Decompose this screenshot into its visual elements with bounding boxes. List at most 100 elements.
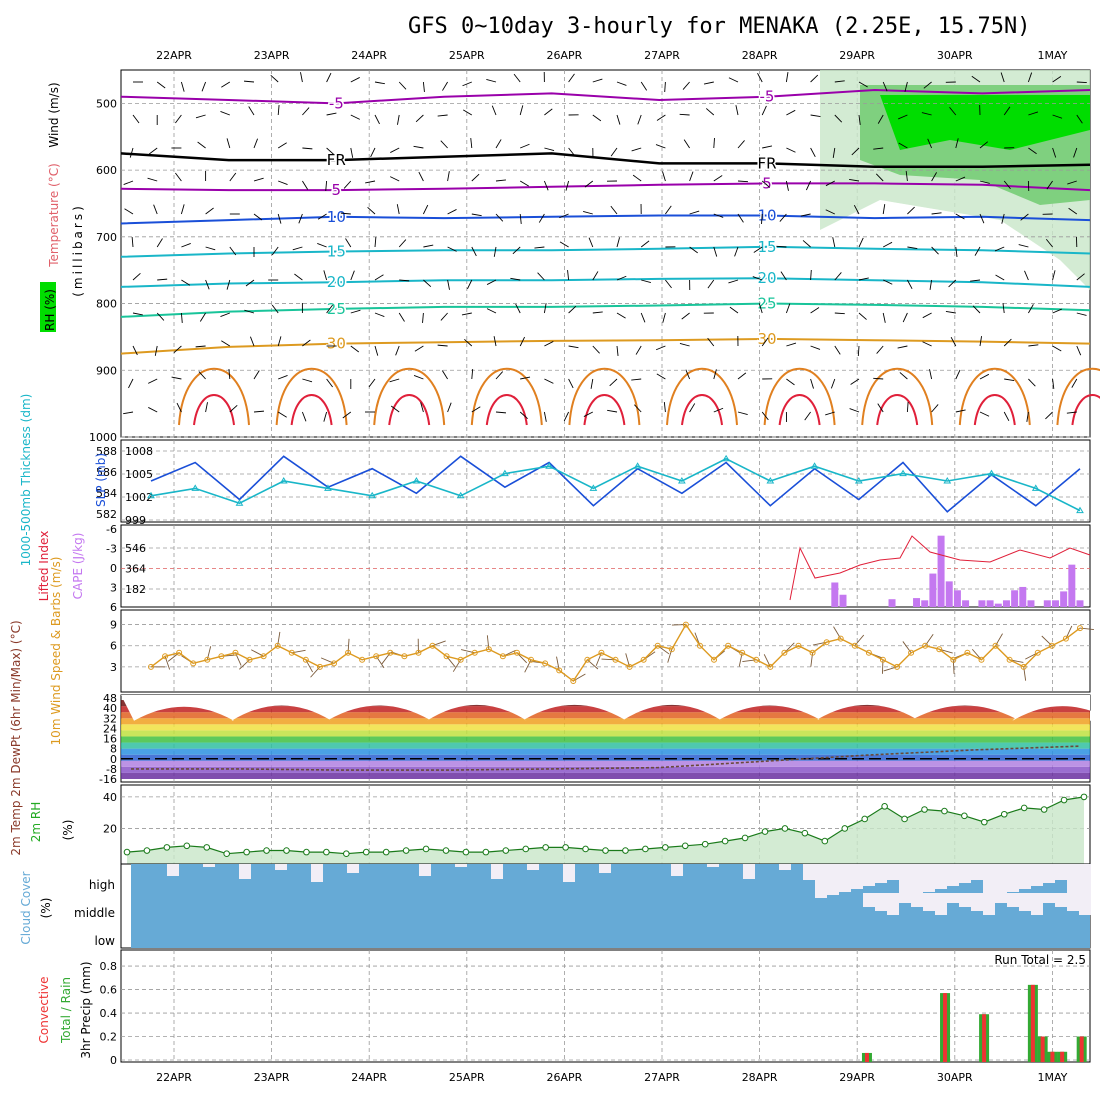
- cape-tick-label: 546: [125, 542, 146, 555]
- rh-marker: [981, 818, 988, 826]
- wind-barb: [519, 180, 530, 187]
- wind-barb: [294, 273, 303, 281]
- rh-marker: [662, 844, 669, 851]
- temp-band: [121, 748, 1090, 755]
- cloud-gap-high: [311, 864, 323, 882]
- wind-barb: [292, 246, 303, 251]
- rh-marker: [402, 847, 410, 854]
- cloud-gap-high: [419, 864, 431, 876]
- rh-marker: [761, 828, 769, 835]
- wind-barb: [1018, 244, 1029, 248]
- wind-barb: [882, 204, 886, 215]
- wind-barb: [467, 279, 473, 290]
- thickness-marker: [766, 477, 775, 484]
- wind-barb: [226, 279, 231, 290]
- wind-speed-marker: [1020, 663, 1027, 670]
- cloud-unit-label: (%): [39, 898, 53, 919]
- wind-barb: [631, 378, 642, 381]
- surface-hot-loop: [1071, 394, 1100, 426]
- pressure-tick-label: 700: [96, 231, 117, 244]
- wind-barb: [662, 171, 666, 182]
- wind-barb: [568, 147, 576, 157]
- precip-convective-bar: [1050, 1051, 1055, 1062]
- thickness-marker: [456, 491, 465, 499]
- wind-speed-marker: [936, 646, 943, 653]
- wind-barb: [543, 411, 547, 422]
- thickness-line: [150, 457, 1081, 512]
- rh-axis-label: RH (%): [43, 289, 57, 331]
- wind-barb: [713, 175, 723, 182]
- temp-tick-label: 40: [103, 702, 117, 715]
- li-tick-label: 3: [110, 582, 117, 595]
- cape-bar: [1060, 591, 1068, 607]
- temperature-axis-label: Temperature (°C): [47, 163, 61, 268]
- wind-barb: [447, 209, 457, 215]
- wind-axis-label: Wind (m/s): [47, 82, 61, 147]
- wind-barb: [520, 143, 530, 149]
- wind-barb: [544, 341, 554, 347]
- wind-barb: [221, 81, 231, 88]
- wind-barb: [495, 213, 504, 222]
- wind-barb: [776, 245, 787, 248]
- wind-barb: [634, 404, 642, 413]
- bottom-date-label: 24APR: [351, 1071, 387, 1084]
- temp-band: [121, 742, 1090, 749]
- wind-barb: [175, 114, 182, 124]
- wind-barb: [495, 371, 504, 380]
- temp-max-mask: [121, 695, 1100, 721]
- surface-hot-loop: [681, 394, 723, 426]
- wind-speed-marker: [485, 646, 492, 653]
- wind-barb: [253, 213, 263, 221]
- rh-marker: [1060, 796, 1068, 804]
- cloud-gap-middle: [887, 893, 899, 915]
- wind-barb: [786, 109, 796, 116]
- wind-barb: [834, 345, 841, 355]
- wind-barb: [786, 342, 797, 347]
- wind-barb: [592, 345, 600, 354]
- surface-hot-loop: [193, 394, 235, 426]
- temp-band: [121, 772, 1090, 779]
- wind-barb: [876, 345, 884, 354]
- wind-barb: [931, 212, 942, 215]
- rh-marker: [562, 844, 569, 851]
- wind-barb: [971, 75, 981, 83]
- rh-marker: [741, 834, 749, 842]
- slp-line: [150, 455, 1081, 513]
- wind-barb: [253, 370, 260, 380]
- wind-barb: [493, 246, 497, 257]
- wind-speed-marker: [415, 649, 422, 656]
- wind-barb: [877, 403, 884, 413]
- rh-marker: [462, 848, 470, 856]
- rh-marker: [183, 842, 191, 850]
- cape-bar: [978, 600, 986, 607]
- isotherm-label: FR: [757, 154, 776, 172]
- wind-speed-marker: [330, 660, 337, 667]
- wind-speed-marker: [401, 653, 408, 660]
- cloud-gap-high: [1019, 864, 1031, 889]
- wind-barb: [592, 114, 602, 122]
- wind-barb: [737, 180, 749, 183]
- rh-tick-label: 40: [103, 791, 117, 804]
- wind-barb: [1067, 180, 1077, 185]
- isotherm-label: 5: [762, 174, 772, 192]
- bottom-date-axis: 22APR 23APR 24APR 25APR 26APR 27APR 28APR 29APR…: [156, 1071, 1068, 1084]
- isotherm-line: [120, 337, 1091, 355]
- wind-barb: [365, 180, 376, 184]
- wind-barb: [640, 81, 648, 91]
- panel-frame: [120, 949, 1091, 1063]
- cloud-axis-label: Cloud Cover: [19, 871, 33, 944]
- precip-convective-bar: [1030, 984, 1035, 1062]
- wind-barb: [907, 279, 913, 290]
- wind-barb: [462, 109, 473, 116]
- wind-speed-marker: [964, 649, 971, 656]
- rh-panel: 40 20 2m RH (%): [29, 784, 1091, 865]
- wind-barb: [664, 81, 666, 93]
- wind-barb: [515, 303, 521, 314]
- cape-bar: [929, 573, 937, 607]
- wind-barb: [979, 336, 983, 347]
- wind-barb: [1052, 378, 1055, 389]
- wind-barb: [689, 246, 698, 254]
- rh-marker: [1040, 806, 1048, 813]
- rh-marker: [482, 848, 490, 856]
